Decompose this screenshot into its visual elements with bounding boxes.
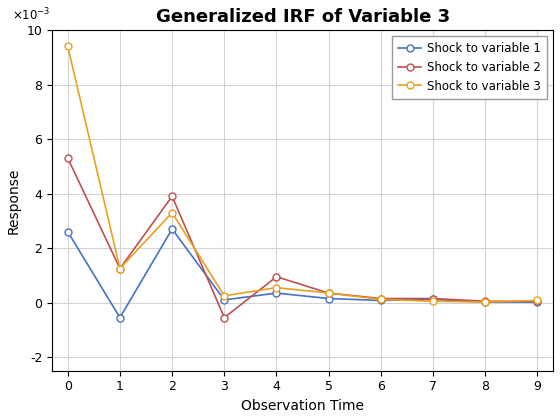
- Shock to variable 2: [325, 291, 332, 296]
- Shock to variable 1: [116, 315, 123, 320]
- Shock to variable 3: [430, 299, 436, 304]
- Shock to variable 3: [169, 210, 175, 215]
- Y-axis label: Response: Response: [7, 167, 21, 234]
- Shock to variable 1: [325, 296, 332, 301]
- Shock to variable 2: [377, 296, 384, 301]
- Shock to variable 2: [116, 266, 123, 271]
- Shock to variable 2: [169, 194, 175, 199]
- Shock to variable 2: [482, 299, 488, 304]
- Shock to variable 1: [64, 229, 71, 234]
- Shock to variable 2: [64, 156, 71, 161]
- Title: Generalized IRF of Variable 3: Generalized IRF of Variable 3: [156, 8, 450, 26]
- Shock to variable 3: [482, 299, 488, 304]
- Shock to variable 3: [221, 293, 228, 298]
- Shock to variable 2: [221, 315, 228, 320]
- Line: Shock to variable 1: Shock to variable 1: [64, 226, 541, 321]
- Shock to variable 2: [430, 296, 436, 301]
- Line: Shock to variable 2: Shock to variable 2: [64, 155, 541, 321]
- Shock to variable 1: [482, 299, 488, 304]
- Shock to variable 1: [169, 226, 175, 231]
- Shock to variable 3: [273, 285, 280, 290]
- Shock to variable 1: [221, 297, 228, 302]
- X-axis label: Observation Time: Observation Time: [241, 399, 364, 413]
- Shock to variable 1: [377, 298, 384, 303]
- Shock to variable 1: [273, 291, 280, 296]
- Legend: Shock to variable 1, Shock to variable 2, Shock to variable 3: Shock to variable 1, Shock to variable 2…: [392, 36, 547, 99]
- Shock to variable 3: [534, 298, 541, 303]
- Shock to variable 1: [534, 299, 541, 304]
- Shock to variable 3: [325, 291, 332, 296]
- Shock to variable 2: [273, 274, 280, 279]
- Text: $\times10^{-3}$: $\times10^{-3}$: [12, 7, 50, 23]
- Shock to variable 3: [116, 266, 123, 271]
- Shock to variable 1: [430, 297, 436, 302]
- Shock to variable 3: [377, 297, 384, 302]
- Line: Shock to variable 3: Shock to variable 3: [64, 43, 541, 306]
- Shock to variable 2: [534, 299, 541, 304]
- Shock to variable 3: [64, 44, 71, 49]
